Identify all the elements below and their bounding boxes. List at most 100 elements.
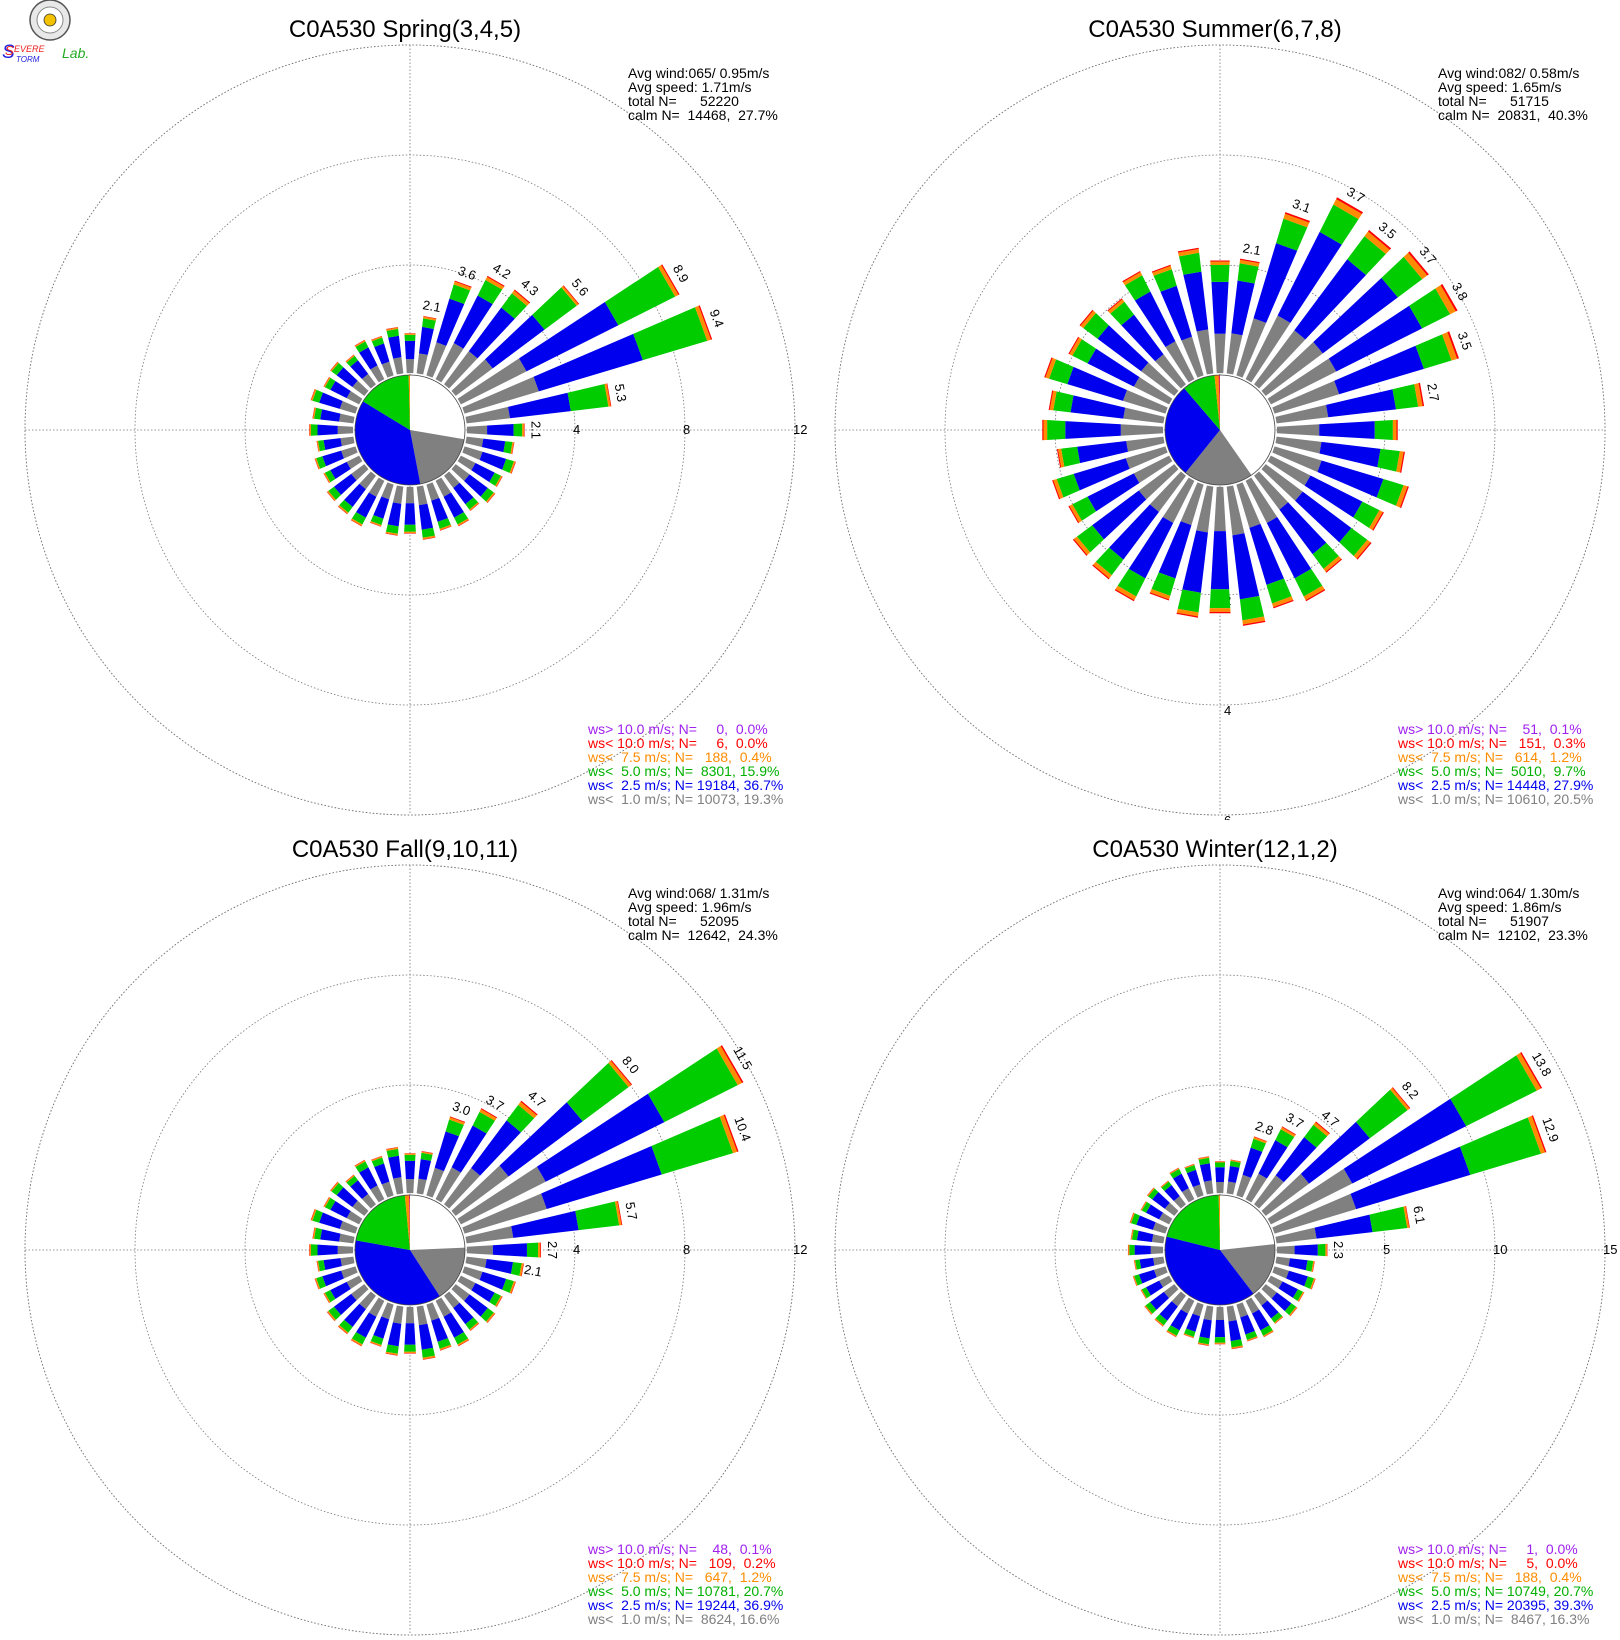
- windrose-bar-segment: [1460, 1117, 1541, 1175]
- windrose-bar-segment: [426, 1302, 440, 1321]
- windrose-bar-segment: [1150, 1291, 1169, 1310]
- legend-gt10: ws> 10.0 m/s; N= 51, 0.1%: [1398, 721, 1582, 737]
- windrose-bar-segment: [1067, 366, 1127, 401]
- bar-value-label: 3.0: [450, 1098, 472, 1118]
- windrose-bar-segment: [511, 1210, 579, 1238]
- windrose-bar-segment: [1319, 204, 1359, 245]
- windrose-bar-segment: [604, 267, 676, 326]
- windrose-bar-segment: [492, 1243, 527, 1257]
- windrose-bar-segment: [355, 341, 369, 353]
- calm-pie-slice: [1165, 388, 1220, 473]
- windrose-bar-segment: [327, 1310, 336, 1321]
- windrose-bar-segment: [404, 524, 416, 532]
- windrose-bar-segment: [454, 280, 472, 288]
- windrose-bar-segment: [604, 383, 611, 407]
- windrose-bar-segment: [1047, 420, 1066, 440]
- legend-lt5: ws< 5.0 m/s; N= 10781, 20.7%: [588, 1583, 784, 1599]
- windrose-bar-segment: [1214, 1161, 1226, 1163]
- windrose-bar-segment: [312, 1227, 316, 1239]
- windrose-bar-segment: [336, 367, 358, 388]
- legend-lt2-5: ws< 2.5 m/s; N= 19244, 36.9%: [588, 1597, 784, 1613]
- windrose-bar-segment: [445, 1119, 464, 1137]
- windrose-bar-segment: [1275, 1129, 1295, 1148]
- windrose-bar-segment: [1132, 1276, 1137, 1287]
- windrose-bar-segment: [1403, 252, 1428, 280]
- windrose-bar-segment: [1177, 589, 1201, 613]
- windrose-bar-segment: [1153, 1266, 1168, 1278]
- windrose-bar-segment: [1294, 568, 1323, 597]
- windrose-bar-segment: [1520, 1052, 1543, 1089]
- windrose-bar-segment: [1216, 1181, 1224, 1194]
- windrose-bar-segment: [1122, 389, 1168, 414]
- windrose-bar-segment: [1284, 212, 1310, 223]
- windrose-bar-segment: [480, 488, 494, 502]
- windrose-bar-segment: [1184, 1163, 1195, 1168]
- windrose-bar-segment: [370, 365, 385, 383]
- windrose-bar-segment: [487, 424, 514, 436]
- windrose-bar-segment: [370, 515, 384, 526]
- windrose-bar-segment: [1092, 490, 1147, 540]
- windrose-bar-segment: [339, 1319, 353, 1333]
- windrose-bar-segment: [1278, 1281, 1298, 1298]
- severe-storm-lab-logo: S EVERE S TORM Lab.: [2, 0, 89, 64]
- windrose-bar-segment: [1053, 479, 1064, 499]
- windrose-bar-segment: [346, 355, 358, 367]
- windrose-bar-segment: [1141, 1287, 1151, 1299]
- windrose-bar-segment: [1070, 395, 1126, 419]
- legend-lt5: ws< 5.0 m/s; N= 10749, 20.7%: [1398, 1583, 1594, 1599]
- windrose-bar-segment: [502, 1278, 514, 1293]
- windrose-bar-segment: [462, 1266, 483, 1280]
- legend-lt7-5: ws< 7.5 m/s; N= 188, 0.4%: [1398, 1569, 1582, 1585]
- windrose-bar-segment: [511, 442, 515, 455]
- windrose-bar-segment: [457, 1166, 546, 1225]
- windrose-bar-segment: [1203, 1305, 1214, 1321]
- windrose-bar-segment: [404, 334, 416, 341]
- windrose-bar-segment: [470, 503, 480, 511]
- bar-value-label: 3.1: [1291, 196, 1313, 216]
- windrose-bar-segment: [312, 1227, 315, 1239]
- legend-lt5: ws< 5.0 m/s; N= 5010, 9.7%: [1398, 763, 1586, 779]
- windrose-bar-segment: [422, 1357, 436, 1360]
- windrose-bar-segment: [567, 384, 609, 412]
- windrose-bar-segment: [1369, 510, 1383, 531]
- windrose-bar-segment: [1121, 314, 1164, 362]
- windrose-bar-segment: [1226, 1181, 1236, 1195]
- windrose-bar-segment: [1056, 449, 1062, 468]
- avg-wind: Avg wind:064/ 1.30m/s: [1438, 885, 1580, 901]
- windrose-bar-segment: [387, 502, 402, 527]
- windrose-bar-segment: [341, 1266, 358, 1279]
- windrose-bar-segment: [1052, 480, 1061, 500]
- windrose-bar-segment: [1169, 1167, 1180, 1175]
- windrose-bar-segment: [337, 1245, 354, 1255]
- windrose-bar-segment: [324, 377, 336, 390]
- windrose-bar-segment: [1374, 420, 1393, 440]
- windrose-bar-segment: [314, 1278, 321, 1290]
- windrose-bar-segment: [431, 497, 448, 522]
- windrose-bar-segment: [1072, 496, 1097, 521]
- windrose-bar-segment: [647, 1048, 738, 1123]
- windrose-bar-segment: [1160, 1180, 1169, 1188]
- windrose-bar-segment: [496, 476, 503, 487]
- windrose-bar-segment: [359, 1291, 376, 1310]
- windrose-bar-segment: [1418, 382, 1425, 407]
- legend-lt2-5: ws< 2.5 m/s; N= 19184, 36.7%: [588, 777, 784, 793]
- windrose-bar-segment: [1114, 589, 1135, 602]
- windrose-bar-segment: [465, 1317, 479, 1330]
- windrose-bar-segment: [370, 1342, 382, 1347]
- windrose-panel-fall: 4 8 12 3.0 3.7 4.7 8.0 11.5 10.4 5.7 2.7 2.1 C0A530…: [0, 820, 810, 1640]
- windrose-bar-segment: [1253, 243, 1298, 323]
- windrose-bar-segment: [510, 442, 514, 455]
- windrose-bar-segment: [324, 1197, 336, 1210]
- windrose-bar-segment: [1214, 1319, 1226, 1338]
- windrose-bar-segment: [1272, 1266, 1289, 1279]
- windrose-bar-segment: [418, 1323, 434, 1350]
- windrose-bar-segment: [1290, 1307, 1298, 1317]
- windrose-bar-segment: [316, 1276, 326, 1289]
- windrose-bar-segment: [1447, 331, 1459, 359]
- windrose-bar-segment: [368, 477, 385, 497]
- windrose-bar-segment: [1045, 357, 1057, 379]
- windrose-bar-segment: [1283, 213, 1310, 228]
- windrose-bar-segment: [1350, 1146, 1471, 1210]
- windrose-bar-segment: [361, 1193, 376, 1209]
- windrose-bar-segment: [479, 451, 507, 470]
